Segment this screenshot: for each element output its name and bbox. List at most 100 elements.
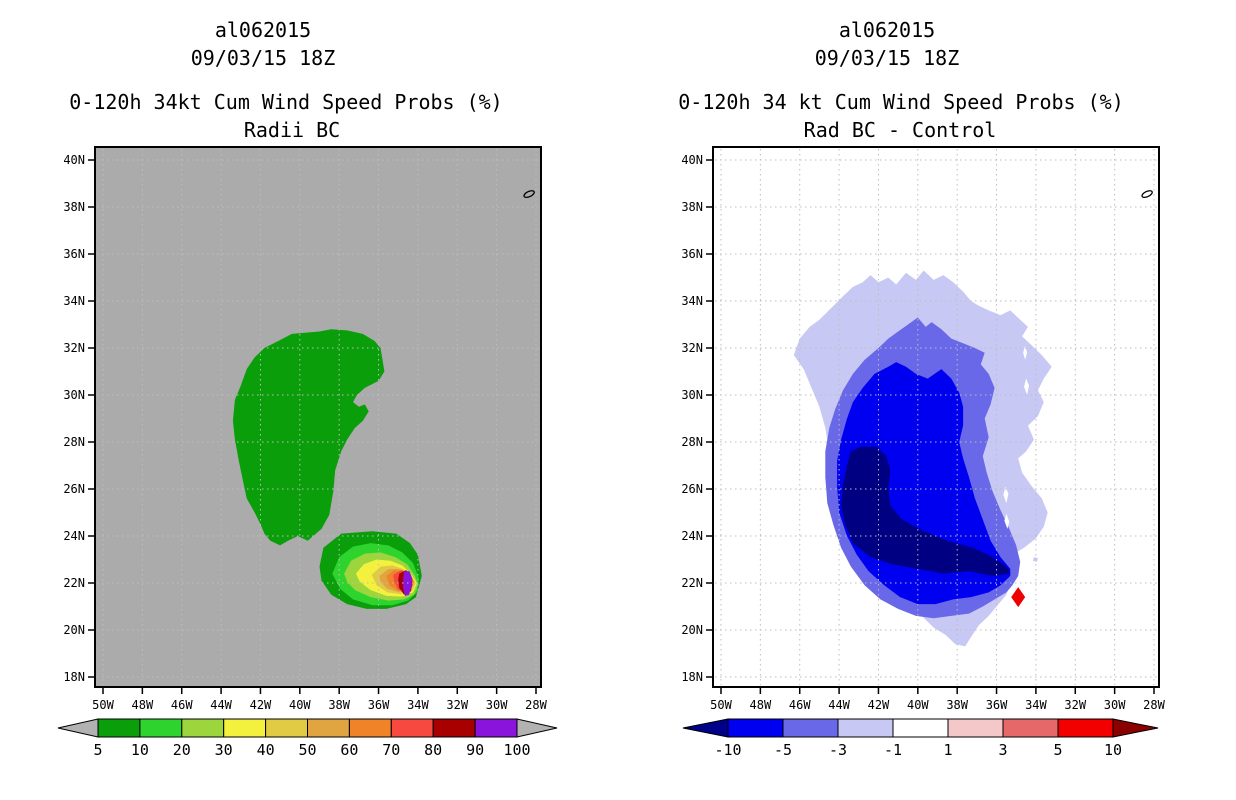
lat-tick-label: 24N <box>681 529 703 543</box>
storm-id-left: al062015 <box>214 18 312 42</box>
contour-hole <box>1004 513 1010 529</box>
contour-region-level-5 <box>294 516 301 524</box>
lat-tick-label: 38N <box>63 200 85 214</box>
colorbar-tick-label: 90 <box>466 741 484 759</box>
lon-tick-label: 36W <box>986 698 1008 712</box>
colorbar-tick-label: 10 <box>1104 741 1122 759</box>
lat-tick-label: 18N <box>681 670 703 684</box>
map-radii-bc: 40N 38N 36N 34N 32N 30N 28N 26N 24N 22N 20N 18N 50W 4… <box>57 146 558 759</box>
lon-tick-label: 40W <box>289 698 311 712</box>
colorbar-segment <box>307 718 350 738</box>
lon-tick-label: 36W <box>368 698 390 712</box>
colorbar-tick-label: 20 <box>173 741 191 759</box>
island-outline-icon <box>523 190 535 199</box>
colorbar-segment <box>432 718 476 738</box>
colorbar-tick-label: 80 <box>424 741 442 759</box>
lon-tick-label: 28W <box>525 698 547 712</box>
colorbar-segment <box>139 718 183 738</box>
colorbar-left-arrow-icon <box>682 718 729 738</box>
lon-tick-label: 50W <box>710 698 732 712</box>
plot-subtitle-left: Radii BC <box>243 118 341 142</box>
lon-tick-label: 38W <box>328 698 350 712</box>
lon-tick-label: 30W <box>1104 698 1126 712</box>
lat-tick-label: 30N <box>681 388 703 402</box>
colorbar-tick-label: 100 <box>503 741 530 759</box>
colorbar-segment <box>782 718 839 738</box>
lat-tick-label: 20N <box>681 623 703 637</box>
contour-region-level-5 <box>232 329 385 546</box>
lat-tick-label: 20N <box>63 623 85 637</box>
colorbar-tick-label: 50 <box>298 741 316 759</box>
lon-tick-label: 48W <box>132 698 154 712</box>
lon-tick-label: 46W <box>789 698 811 712</box>
colorbar-segment <box>1057 718 1114 738</box>
map-frame <box>94 146 542 688</box>
init-time-right: 09/03/15 18Z <box>814 46 960 70</box>
lon-tick-label: 46W <box>171 698 193 712</box>
lat-tick-label: 40N <box>63 153 85 167</box>
lat-tick-label: 34N <box>63 294 85 308</box>
plot-subtitle-right: Rad BC - Control <box>803 118 997 142</box>
plot-title-right: 0-120h 34 kt Cum Wind Speed Probs (%) <box>678 90 1124 114</box>
colorbar-right-arrow-icon <box>1112 718 1159 738</box>
lat-tick-label: 26N <box>681 482 703 496</box>
storm-id-right: al062015 <box>838 18 936 42</box>
colorbar-tick-label: -10 <box>714 741 741 759</box>
colorbar-tick-label: -1 <box>884 741 902 759</box>
colorbar-tick-label: 5 <box>1053 741 1062 759</box>
lat-tick-label: 22N <box>681 576 703 590</box>
colorbar-tick-label: 10 <box>131 741 149 759</box>
lat-tick-label: 30N <box>63 388 85 402</box>
colorbar-tick-label: 1 <box>943 741 952 759</box>
colorbar-segment <box>892 718 949 738</box>
lat-tick-label: 36N <box>63 247 85 261</box>
colorbar-segment <box>223 718 267 738</box>
colorbar-tick-label: -3 <box>829 741 847 759</box>
colorbar-segment <box>1002 718 1059 738</box>
lat-tick-label: 32N <box>681 341 703 355</box>
contour-region-level--10 <box>841 446 1011 576</box>
lat-tick-label: 32N <box>63 341 85 355</box>
colorbar-segment <box>947 718 1004 738</box>
lon-tick-label: 44W <box>828 698 850 712</box>
colorbar-segment <box>181 718 225 738</box>
lon-tick-label: 32W <box>1064 698 1086 712</box>
colorbar-segment <box>837 718 894 738</box>
lon-tick-label: 28W <box>1143 698 1165 712</box>
lat-tick-label: 26N <box>63 482 85 496</box>
colorbar-tick-label: 40 <box>257 741 275 759</box>
storm-marker-diamond-icon <box>1011 587 1026 608</box>
lat-tick-label: 36N <box>681 247 703 261</box>
colorbar-segment <box>727 718 784 738</box>
lon-tick-label: 44W <box>210 698 232 712</box>
colorbar-segment <box>97 718 141 738</box>
lat-tick-label: 22N <box>63 576 85 590</box>
contour-region-level-90 <box>403 571 412 596</box>
map-frame <box>712 146 1160 688</box>
contour-hole <box>1024 378 1029 395</box>
colorbar-tick-label: 60 <box>340 741 358 759</box>
colorbar-tick-label: -5 <box>774 741 792 759</box>
lon-tick-label: 38W <box>946 698 968 712</box>
colorbar-right-arrow-icon <box>516 718 558 738</box>
lat-tick-label: 28N <box>681 435 703 449</box>
colorbar-tick-label: 30 <box>215 741 233 759</box>
lon-tick-label: 34W <box>407 698 429 712</box>
colorbar-segment <box>474 718 518 738</box>
contour-hole <box>1003 486 1009 504</box>
island-outline-icon <box>1141 190 1153 199</box>
lon-tick-label: 34W <box>1025 698 1047 712</box>
init-time-left: 09/03/15 18Z <box>190 46 336 70</box>
lat-tick-label: 40N <box>681 153 703 167</box>
colorbar-tick-label: 3 <box>998 741 1007 759</box>
lat-tick-label: 18N <box>63 670 85 684</box>
colorbar-segment <box>265 718 309 738</box>
lon-tick-label: 48W <box>750 698 772 712</box>
lat-tick-label: 28N <box>63 435 85 449</box>
plot-title-left: 0-120h 34kt Cum Wind Speed Probs (%) <box>69 90 503 114</box>
lon-tick-label: 30W <box>486 698 508 712</box>
colorbar-segment <box>390 718 434 738</box>
contour-hole <box>1023 345 1028 360</box>
lon-tick-label: 42W <box>868 698 890 712</box>
